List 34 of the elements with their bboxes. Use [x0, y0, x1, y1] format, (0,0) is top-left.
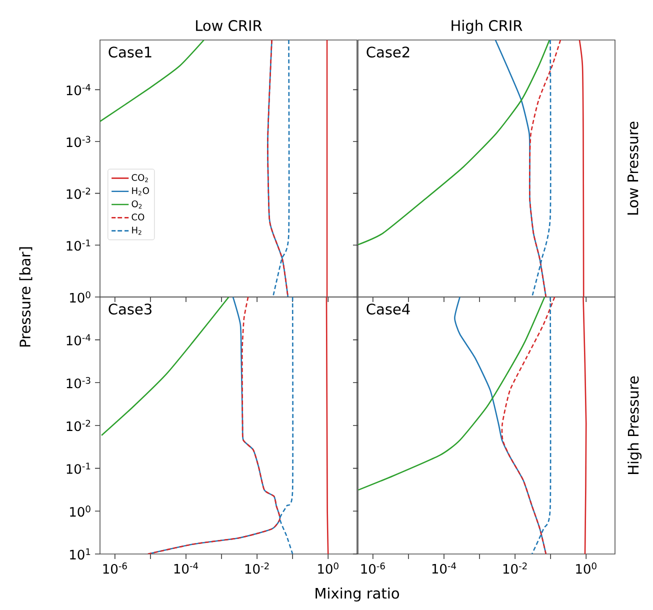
annotation: Case1 — [108, 46, 152, 58]
y-tick-label: 10$^{-4}$ — [66, 334, 90, 346]
x-tick-label: 10$^{-2}$ — [503, 562, 527, 574]
y-axis-title: Pressure [bar] — [19, 247, 32, 347]
y-tick-label: 10$^{-3}$ — [66, 377, 90, 388]
y-tick-label: 10$^{-3}$ — [66, 136, 90, 148]
y-tick-label: 10$^{-2}$ — [66, 420, 90, 432]
x-tick-label: 10$^{-6}$ — [361, 562, 385, 574]
y-tick-label: 10$^{-2}$ — [66, 188, 90, 199]
legend-label: H$_{2}$ — [132, 226, 142, 235]
x-tick-label: 10$^{-2}$ — [245, 562, 269, 574]
x-tick-label: 10$^{-6}$ — [103, 562, 127, 574]
x-tick-label: 10$^{0}$ — [576, 562, 596, 574]
legend-label: CO — [132, 214, 144, 220]
x-tick-label: 10$^{0}$ — [318, 562, 338, 574]
chart-title: High CRIR — [452, 20, 522, 34]
legend-label: O$_{2}$ — [132, 200, 142, 208]
y2-axis-title: High Pressure — [628, 376, 642, 474]
x-tick-label: 10$^{-4}$ — [174, 562, 198, 574]
legend-label: H$_{2}$O — [132, 187, 149, 196]
y-tick-label: 10$^{-4}$ — [66, 84, 90, 96]
annotation: Case3 — [108, 304, 152, 315]
y-tick-label: 10$^{0}$ — [70, 506, 90, 517]
legend-label: CO$_{2}$ — [132, 174, 148, 182]
y-tick-label: 10$^{0}$ — [70, 291, 90, 303]
x-axis-title: Mixing ratio — [316, 588, 400, 602]
x-tick-label: 10$^{-4}$ — [432, 562, 456, 574]
annotation: Case4 — [366, 304, 410, 315]
y-tick-label: 10$^{-1}$ — [66, 462, 90, 474]
annotation: Case2 — [366, 46, 410, 58]
chart-title: Low CRIR — [196, 20, 262, 32]
y-tick-label: 10$^{1}$ — [70, 548, 90, 560]
y-tick-label: 10$^{-1}$ — [66, 240, 90, 251]
y2-axis-title: Low Pressure — [628, 122, 638, 215]
